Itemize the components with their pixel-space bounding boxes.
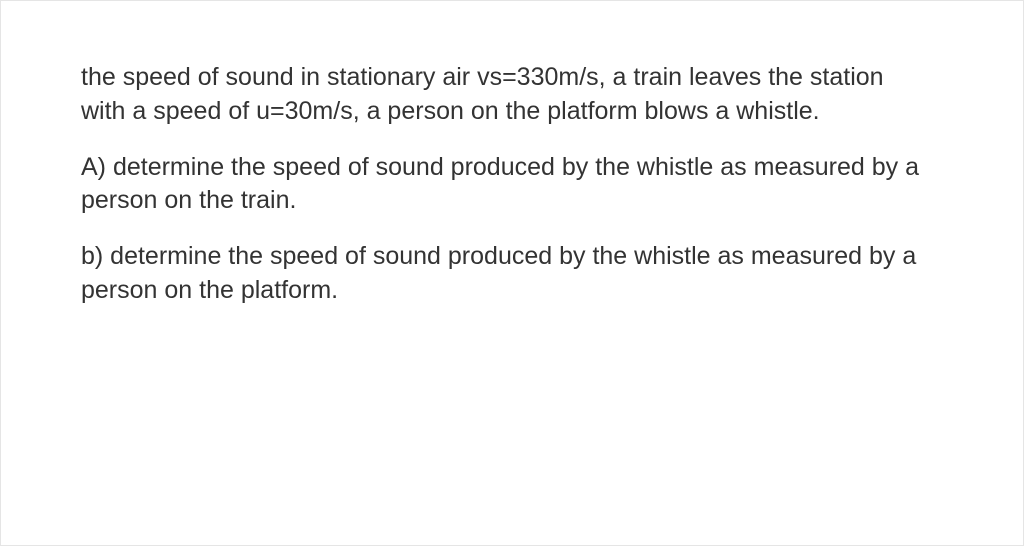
problem-part-a: A) determine the speed of sound produced… [81, 151, 931, 219]
problem-content: the speed of sound in stationary air vs=… [81, 61, 931, 308]
problem-part-b: b) determine the speed of sound produced… [81, 240, 931, 308]
problem-intro: the speed of sound in stationary air vs=… [81, 61, 931, 129]
